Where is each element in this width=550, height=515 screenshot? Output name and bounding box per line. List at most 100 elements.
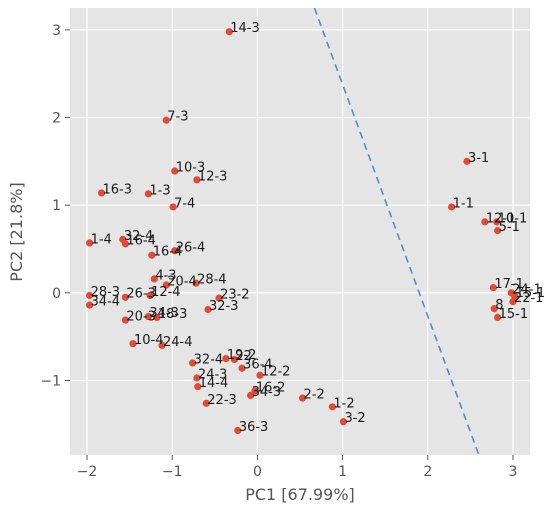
- data-point-label: 7-4: [174, 196, 195, 211]
- data-point-label: 10-3: [176, 161, 206, 176]
- data-point: [493, 218, 501, 226]
- data-point-label: 10-4: [134, 333, 164, 348]
- data-point-label: 7-3: [167, 110, 188, 125]
- data-point: [150, 275, 158, 283]
- data-point-label: 1-3: [149, 183, 170, 198]
- data-point: [97, 189, 106, 197]
- data-point: [489, 283, 497, 292]
- y-tick-label: 3: [52, 23, 61, 39]
- data-point-label: 28-3: [91, 285, 121, 300]
- data-point-label: 22: [235, 349, 252, 364]
- data-point: [169, 203, 177, 211]
- data-point-label: 12-1: [486, 211, 516, 226]
- data-point: [509, 298, 517, 306]
- data-point: [121, 316, 129, 324]
- x-tick-label: 0: [253, 464, 262, 480]
- data-point-label: 1-1: [453, 196, 474, 211]
- data-point-label: 23-2: [220, 288, 250, 303]
- data-point: [238, 364, 246, 372]
- axis-ticks: −2 −1 0 1 2 3 −1 0 1 2 3: [40, 23, 517, 480]
- data-point-label: 32-4: [194, 352, 224, 367]
- data-point: [144, 190, 152, 198]
- data-point-label: 10-1: [498, 211, 528, 226]
- data-point: [162, 116, 170, 124]
- x-tick-label: −2: [77, 464, 98, 480]
- data-point-label: 34-3: [252, 385, 282, 400]
- x-tick-label: 2: [423, 464, 432, 480]
- data-point-label: 3-2: [344, 411, 365, 426]
- data-point: [298, 394, 307, 402]
- data-point: [193, 374, 201, 382]
- data-point: [162, 281, 170, 289]
- data-point-label: 26-3: [126, 287, 156, 302]
- data-point: [204, 305, 212, 314]
- data-point-label: 34-3: [149, 306, 179, 321]
- grid-lines: [70, 8, 530, 455]
- data-point-label: 24-4: [163, 335, 193, 350]
- x-tick-label: 1: [338, 464, 347, 480]
- data-point: [171, 247, 179, 255]
- data-point: [230, 355, 239, 364]
- data-point-label: 22-3: [207, 393, 237, 408]
- data-point: [194, 383, 202, 391]
- data-point: [85, 301, 94, 309]
- y-tick-label: −1: [40, 374, 61, 390]
- data-point: [158, 341, 166, 350]
- data-point-label: 12-4: [151, 285, 181, 300]
- y-tick-label: 1: [52, 198, 61, 214]
- point-labels: 14-37-310-312-316-3 1-37-432-416-41-416-4…: [91, 21, 546, 435]
- data-point-label: 16-2: [256, 381, 286, 396]
- data-point-label: 32-3: [209, 299, 239, 314]
- data-point-label: 15-1: [499, 307, 529, 322]
- data-point-label: 26-4: [176, 240, 206, 255]
- data-point: [225, 28, 233, 36]
- x-tick-label: 3: [509, 464, 518, 480]
- data-point-label: 1-2: [333, 396, 354, 411]
- data-point-label: 4-3: [155, 268, 176, 283]
- data-points: [85, 28, 519, 435]
- data-point-label: 14-4: [199, 376, 229, 391]
- data-point-label: 22-1: [514, 291, 544, 306]
- data-point: [121, 240, 129, 248]
- data-point: [85, 239, 94, 247]
- data-point-label: 2-2: [304, 388, 325, 403]
- data-point-label: 12-3: [198, 169, 228, 184]
- data-point-label: 32-4: [124, 229, 154, 244]
- data-point: [146, 291, 154, 300]
- data-point: [256, 371, 264, 379]
- data-point: [494, 313, 502, 321]
- data-point: [339, 418, 348, 426]
- x-axis-title: PC1 [67.99%]: [245, 485, 355, 504]
- data-point-label: 24-1: [512, 282, 542, 297]
- data-point: [148, 251, 156, 259]
- data-point: [129, 340, 137, 348]
- data-point: [144, 312, 152, 321]
- y-tick-label: 2: [52, 111, 61, 127]
- decision-boundary-line: [313, 7, 480, 456]
- data-point-label: 16-3: [103, 182, 133, 197]
- data-point-label: 20-3: [126, 310, 156, 325]
- data-point-label: 8: [495, 298, 503, 313]
- data-point: [222, 354, 230, 363]
- data-point-label: 24-3: [198, 367, 228, 382]
- data-point: [463, 157, 471, 165]
- data-point-label: 19-2: [227, 348, 257, 363]
- data-point: [481, 218, 489, 226]
- x-tick-label: −1: [162, 464, 183, 480]
- data-point-label: 36-4: [243, 358, 273, 373]
- data-point-label: 5-1: [499, 220, 520, 235]
- data-point-label: 36-3: [239, 420, 269, 435]
- data-point: [328, 403, 336, 411]
- data-point: [215, 294, 223, 302]
- data-point: [490, 305, 498, 313]
- data-point: [246, 391, 255, 399]
- data-point-label: 15-1: [516, 286, 546, 301]
- data-point-label: 18-3: [158, 307, 188, 322]
- data-point: [448, 203, 456, 211]
- data-point: [192, 279, 200, 287]
- data-point: [85, 291, 94, 300]
- decision-boundary-layer: [313, 7, 480, 456]
- data-point: [193, 176, 201, 184]
- data-point-label: 28-4: [197, 273, 227, 288]
